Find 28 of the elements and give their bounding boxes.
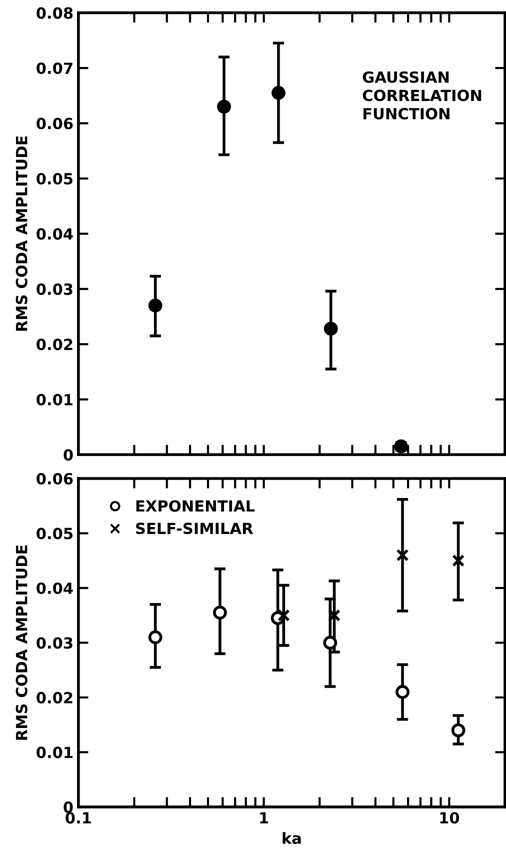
y-tick-label: 0.01 (36, 394, 73, 406)
y-tick-label: 0.03 (36, 283, 72, 295)
y-tick-label: 0.07 (36, 62, 72, 74)
legend-label: SELF-SIMILAR (136, 522, 254, 534)
x-tick-label: 1 (260, 812, 268, 824)
y-tick-label: 0.05 (36, 172, 73, 185)
y-tick-label: 0.08 (36, 7, 73, 19)
y-tick-label: 0.04 (36, 228, 73, 240)
point (148, 298, 162, 312)
y-tick-label: 0.05 (36, 528, 73, 540)
y-tick-label: 0.06 (36, 473, 73, 485)
point (394, 439, 408, 454)
y-tick-label: 0.02 (36, 692, 72, 704)
legend-label: EXPONENTIAL (136, 500, 255, 512)
y-tick-label: 0.01 (36, 746, 73, 758)
x-tick-label: 10 (440, 812, 460, 824)
y-tick-label: 0.02 (36, 338, 72, 350)
x-axis-title: ka (282, 832, 301, 844)
y-tick-label: 0.06 (36, 118, 73, 130)
annotation: GAUSSIAN CORRELATION FUNCTION (362, 71, 482, 120)
y-axis-title: RMS CODA AMPLITUDE (16, 136, 28, 331)
y-tick-label: 0 (64, 449, 73, 461)
x-tick-label: 0.1 (66, 812, 91, 824)
y-tick-label: 0.03 (36, 637, 72, 649)
y-axis-title: RMS CODA AMPLITUDE (16, 545, 28, 740)
y-tick-label: 0.04 (36, 582, 73, 594)
point (272, 86, 286, 100)
y-tick-label: 0 (64, 801, 73, 813)
